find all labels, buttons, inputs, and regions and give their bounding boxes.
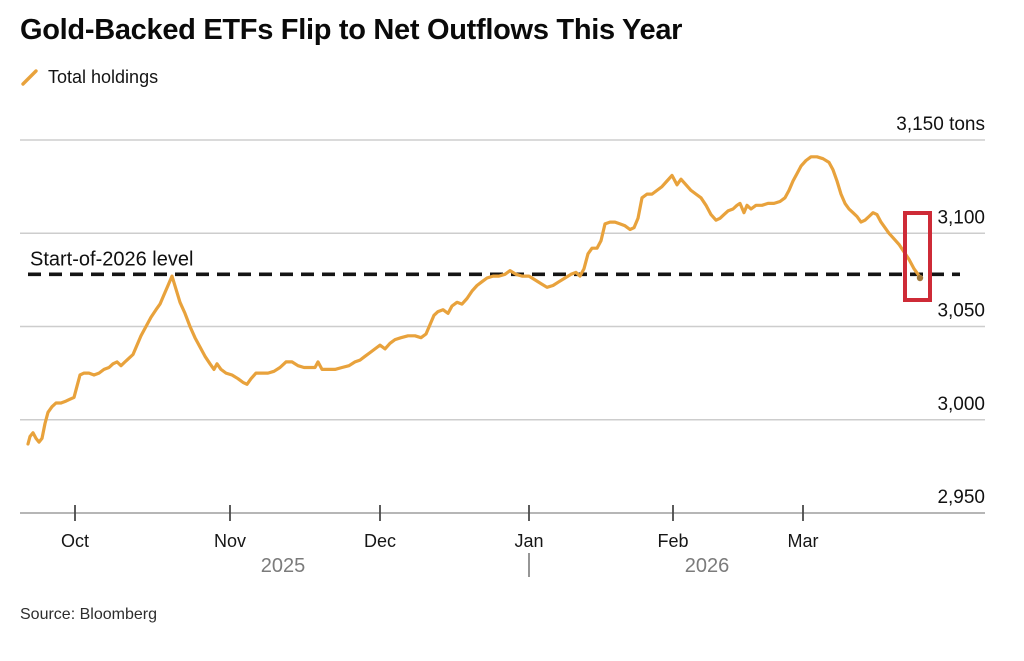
- legend: Total holdings: [20, 67, 158, 88]
- x-axis-label: Nov: [214, 531, 246, 551]
- x-axis-label: Dec: [364, 531, 396, 551]
- legend-label: Total holdings: [48, 67, 159, 87]
- dashed-line-label: Start-of-2026 level: [30, 248, 193, 270]
- year-label: 2026: [685, 555, 730, 577]
- y-axis-label: 3,050: [937, 301, 985, 322]
- x-axis-label: Jan: [514, 531, 543, 551]
- source-note: Source: Bloomberg: [20, 606, 157, 623]
- chart-title: Gold-Backed ETFs Flip to Net Outflows Th…: [20, 14, 683, 46]
- x-axis-label: Feb: [657, 531, 688, 551]
- slash-icon: [21, 69, 38, 86]
- x-axis-label: Oct: [61, 531, 89, 551]
- x-axis-label: Mar: [788, 531, 819, 551]
- holdings-line: [26, 155, 922, 446]
- highlight-box: [903, 211, 932, 302]
- line-end-dot: [916, 274, 924, 282]
- y-axis-label: 2,950: [937, 487, 985, 508]
- y-axis-label: 3,000: [937, 394, 985, 415]
- y-axis-label: 3,150 tons: [896, 114, 985, 135]
- year-label: 2025: [261, 555, 306, 577]
- y-axis-label: 3,100: [937, 207, 985, 228]
